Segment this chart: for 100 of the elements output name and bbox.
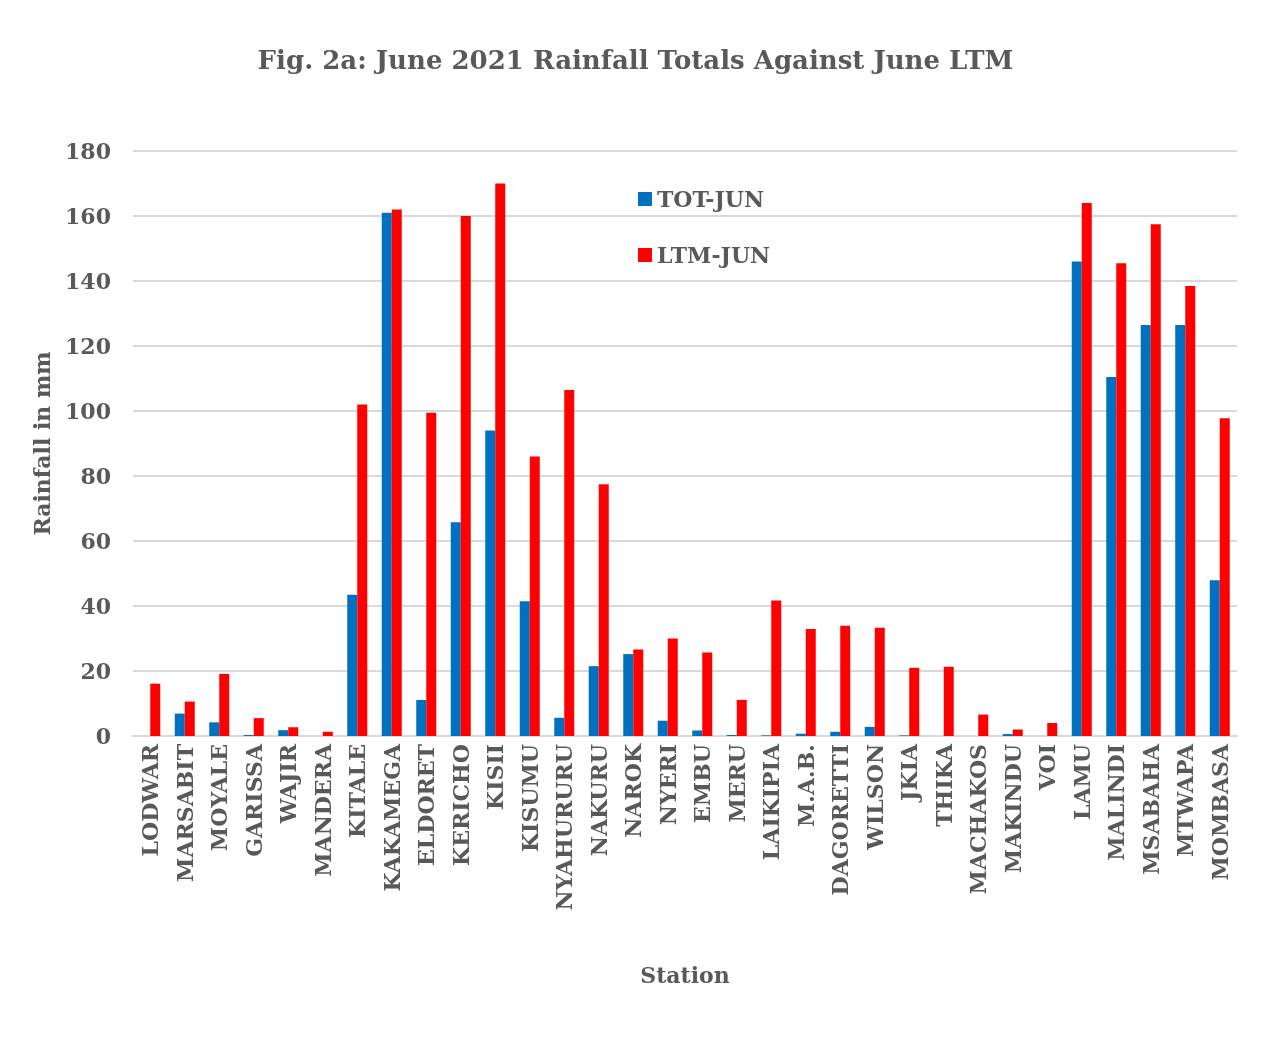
- x-tick-label: LODWAR: [137, 743, 164, 857]
- y-tick-label: 120: [65, 333, 111, 359]
- bar: [209, 722, 220, 736]
- x-tick-label: MSABAHA: [1137, 743, 1164, 875]
- bar: [150, 683, 161, 736]
- bar: [1116, 263, 1127, 736]
- x-tick-label: DAGORETTI: [827, 744, 854, 896]
- x-tick-label: LAIKIPIA: [758, 743, 785, 861]
- y-tick-label: 40: [80, 593, 111, 619]
- bar: [943, 666, 954, 736]
- x-tick-label: MARSABIT: [171, 743, 198, 882]
- x-tick-label: MALINDI: [1103, 744, 1130, 861]
- x-tick-label: THIKA: [930, 743, 957, 827]
- bar: [495, 183, 506, 736]
- x-tick-label: NYAHURURU: [551, 744, 578, 911]
- x-tick-label: NYERI: [654, 744, 681, 826]
- bar: [1219, 418, 1230, 736]
- x-tick-label: MAKINDU: [999, 744, 1026, 874]
- legend-label: TOT-JUN: [657, 186, 765, 212]
- bar: [1012, 729, 1023, 736]
- x-tick-label: KERICHO: [447, 744, 474, 866]
- bar: [598, 484, 609, 736]
- x-tick-label: WAJIR: [275, 743, 302, 825]
- bar: [357, 404, 368, 736]
- chart-title: Fig. 2a: June 2021 Rainfall Totals Against June LTM: [257, 45, 1014, 75]
- x-tick-label: KITALE: [344, 744, 371, 838]
- x-tick-label: NAROK: [620, 743, 647, 838]
- x-tick-label: MERU: [723, 744, 750, 823]
- bar: [219, 673, 230, 736]
- bar: [1209, 580, 1220, 736]
- x-tick-label: LAMU: [1068, 744, 1095, 821]
- bar: [1047, 723, 1058, 736]
- x-tick-label: MANDERA: [309, 743, 336, 877]
- bar: [564, 389, 575, 736]
- bar: [391, 209, 402, 736]
- x-tick-label: WILSON: [861, 744, 888, 851]
- x-tick-label: M.A.B.: [792, 744, 819, 827]
- y-tick-label: 80: [80, 463, 111, 489]
- y-tick-label: 180: [65, 138, 111, 164]
- bar: [1175, 324, 1186, 736]
- bar: [554, 717, 565, 736]
- y-tick-label: 100: [65, 398, 111, 424]
- bar: [1071, 261, 1082, 736]
- x-tick-label: MOMBASA: [1206, 743, 1233, 881]
- x-tick-label: KISUMU: [516, 744, 543, 853]
- bar: [416, 699, 427, 736]
- bar: [692, 730, 703, 736]
- bar: [840, 625, 851, 736]
- y-tick-label: 160: [65, 203, 111, 229]
- bar: [278, 730, 289, 736]
- bar: [909, 667, 920, 736]
- bar: [588, 666, 599, 736]
- x-tick-label: MOYALE: [206, 744, 233, 852]
- bar: [657, 720, 668, 736]
- x-axis-title: Station: [640, 962, 730, 988]
- bar: [426, 412, 437, 736]
- bar: [174, 713, 185, 736]
- x-tick-label: EMBU: [689, 744, 716, 823]
- bar: [288, 727, 299, 736]
- x-tick-label: ELDORET: [413, 743, 440, 866]
- bar: [830, 731, 841, 736]
- bar: [485, 430, 496, 736]
- bar: [460, 216, 471, 736]
- y-tick-label: 60: [80, 528, 111, 554]
- bar: [736, 699, 747, 736]
- x-tick-label: NAKURU: [585, 744, 612, 857]
- bar: [805, 629, 816, 736]
- bar: [702, 652, 713, 736]
- bar: [381, 212, 392, 736]
- bar: [322, 731, 333, 736]
- bar: [347, 594, 358, 736]
- x-tick-label: MTWAPA: [1172, 743, 1199, 858]
- y-tick-label: 140: [65, 268, 111, 294]
- bar: [667, 638, 678, 736]
- bar: [1081, 203, 1092, 736]
- bar: [519, 601, 530, 736]
- bar: [623, 654, 634, 736]
- bar: [874, 627, 885, 736]
- bar: [529, 456, 540, 736]
- bar: [1150, 224, 1161, 736]
- x-tick-label: KISII: [482, 744, 509, 810]
- y-tick-label: 0: [95, 723, 111, 749]
- bar: [450, 522, 461, 736]
- bar: [1106, 376, 1117, 736]
- bar: [184, 701, 195, 736]
- bar: [864, 726, 875, 736]
- bar: [633, 649, 644, 736]
- bar: [771, 600, 782, 736]
- x-tick-label: JKIA: [896, 743, 923, 803]
- legend-label: LTM-JUN: [657, 242, 771, 268]
- bar: [978, 714, 989, 736]
- x-tick-label: MACHAKOS: [965, 744, 992, 895]
- x-tick-label: VOI: [1034, 744, 1061, 792]
- y-axis-title: Rainfall in mm: [29, 351, 55, 536]
- bar: [253, 718, 264, 736]
- bar: [1140, 324, 1151, 736]
- x-tick-label: KAKAMEGA: [378, 743, 405, 892]
- bar: [1185, 285, 1196, 736]
- y-tick-label: 20: [80, 658, 111, 684]
- x-tick-label: GARISSA: [240, 743, 267, 857]
